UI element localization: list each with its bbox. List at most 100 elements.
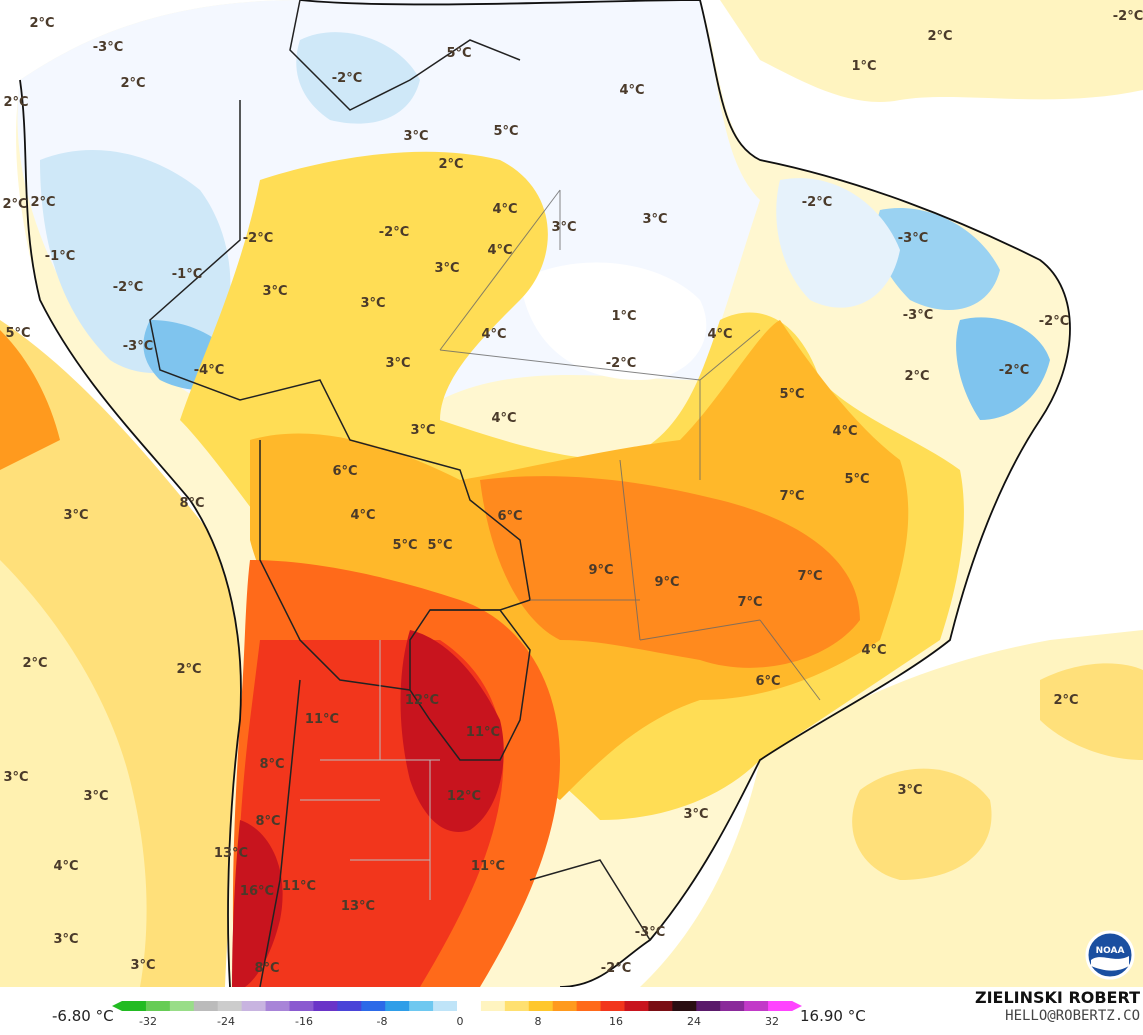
temperature-label: -3°C (903, 308, 933, 323)
temperature-label: 2°C (1053, 693, 1078, 708)
temperature-label: 4°C (350, 508, 375, 523)
temperature-label: 1°C (851, 59, 876, 74)
color-scale-swatch (648, 1001, 673, 1011)
temperature-label: -3°C (93, 40, 123, 55)
color-scale-swatch (457, 1001, 482, 1011)
temperature-label: 13°C (341, 899, 375, 914)
color-scale-swatch (504, 1001, 530, 1011)
temperature-label: 9°C (588, 563, 613, 578)
temperature-label: 9°C (654, 575, 679, 590)
temperature-label: -4°C (194, 363, 224, 378)
temperature-label: 4°C (53, 859, 78, 874)
temperature-label: -2°C (113, 280, 143, 295)
color-scale-swatch (672, 1001, 697, 1011)
temperature-label: 6°C (497, 509, 522, 524)
color-scale-swatch (193, 1001, 219, 1011)
color-scale-swatch (768, 1001, 793, 1011)
temperature-label: 11°C (282, 879, 316, 894)
color-scale-tick-label: 32 (765, 1015, 779, 1028)
temperature-label: 3°C (683, 807, 708, 822)
temperature-label: 2°C (30, 195, 55, 210)
temperature-label: -2°C (332, 71, 362, 86)
temperature-label: -2°C (802, 195, 832, 210)
color-scale-swatch (289, 1001, 314, 1011)
province-lines (300, 640, 440, 900)
temperature-label: 3°C (53, 932, 78, 947)
legend-min-label: -6.80 °C (52, 1007, 114, 1025)
pacific-orange-coast (0, 330, 60, 470)
color-scale-min-arrow (112, 1001, 122, 1011)
temperature-label: -2°C (999, 363, 1029, 378)
color-scale-tick-label: 24 (687, 1015, 701, 1028)
temperature-label: 4°C (487, 243, 512, 258)
color-scale-tick-label: -24 (217, 1015, 235, 1028)
temperature-label: 5°C (5, 326, 30, 341)
temperature-label: 3°C (897, 783, 922, 798)
coastline-west (19, 79, 242, 987)
temperature-label: 6°C (332, 464, 357, 479)
color-scale-swatch (385, 1001, 410, 1011)
temperature-label: 5°C (427, 538, 452, 553)
atlantic-anomaly-field-deep (852, 768, 992, 880)
temperature-label: 11°C (305, 712, 339, 727)
temperature-label: 3°C (130, 958, 155, 973)
temperature-label: 7°C (779, 489, 804, 504)
temperature-label: 7°C (737, 595, 762, 610)
color-scale-swatch (145, 1001, 171, 1011)
legend-bar: -6.80 °C -32 -24 -16 -8 0 8 16 24 32 16.90 °C ZI… (0, 987, 1143, 1035)
temperature-label: 12°C (447, 789, 481, 804)
color-scale: -32 -24 -16 -8 0 8 16 24 32 (112, 1001, 802, 1028)
color-scale-swatch (480, 1001, 506, 1011)
temperature-label: 2°C (3, 95, 28, 110)
temperature-label: 2°C (2, 197, 27, 212)
temperature-label: 8°C (179, 496, 204, 511)
temperature-label: 3°C (63, 508, 88, 523)
color-scale-tick-label: 16 (609, 1015, 623, 1028)
border-uruguay (529, 859, 651, 941)
temperature-label: 8°C (255, 814, 280, 829)
temperature-label: -2°C (243, 231, 273, 246)
temperature-label: -2°C (606, 356, 636, 371)
temperature-label: -2°C (1113, 9, 1143, 24)
color-scale-tick-label: -32 (139, 1015, 157, 1028)
temperature-label: 8°C (259, 757, 284, 772)
temperature-label: 5°C (779, 387, 804, 402)
color-scale-swatch (169, 1001, 195, 1011)
temperature-label: -2°C (379, 225, 409, 240)
noaa-logo: NOAA (1085, 930, 1135, 980)
state-lines (439, 189, 821, 701)
temperature-label: 3°C (642, 212, 667, 227)
color-scale-swatch (361, 1001, 386, 1011)
border-bolivia (259, 440, 411, 691)
border-north (289, 0, 521, 111)
temperature-label: 3°C (83, 789, 108, 804)
warm-core-deep-orange (480, 476, 860, 668)
color-scale-swatch (576, 1001, 602, 1011)
temperature-label: 13°C (214, 846, 248, 861)
color-scale-swatch (337, 1001, 362, 1011)
temperature-label: 16°C (240, 884, 274, 899)
temperature-label: 8°C (254, 961, 279, 976)
temperature-label: 2°C (927, 29, 952, 44)
temperature-label: 11°C (471, 859, 505, 874)
temperature-label: -3°C (635, 925, 665, 940)
temperature-label: 3°C (434, 261, 459, 276)
temperature-label: -1°C (172, 267, 202, 282)
temperature-label: 4°C (619, 83, 644, 98)
color-scale-swatch (122, 1001, 147, 1011)
author-credit: ZIELINSKI ROBERT (974, 988, 1140, 1007)
color-scale-swatch (241, 1001, 267, 1011)
temperature-label: 2°C (22, 656, 47, 671)
temperature-label: -1°C (45, 249, 75, 264)
temperature-label: 3°C (360, 296, 385, 311)
temperature-label: 2°C (29, 16, 54, 31)
temperature-label: 4°C (491, 411, 516, 426)
color-scale-tick-label: 8 (535, 1015, 542, 1028)
warm-core-dark-red (400, 630, 504, 832)
temperature-label: 4°C (707, 327, 732, 342)
temperature-label: 3°C (403, 129, 428, 144)
temperature-label: 3°C (551, 220, 576, 235)
temperature-label: 3°C (262, 284, 287, 299)
temperature-labels: 2°C-3°C2°C2°C-2°C5°C-2°C4°C2°C1°C2°C3°C 5… (2, 9, 1143, 976)
temperature-label: -2°C (601, 961, 631, 976)
